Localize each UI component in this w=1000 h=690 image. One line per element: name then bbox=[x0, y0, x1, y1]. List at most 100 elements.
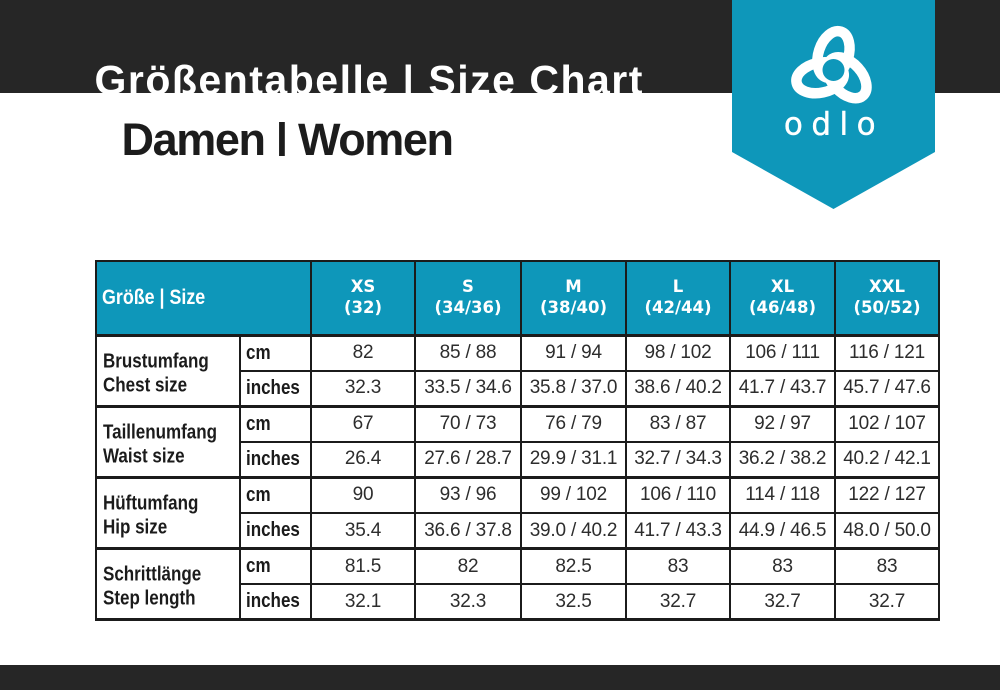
odlo-trefoil-center-hole bbox=[822, 59, 845, 81]
size-header-xs: XS (32) bbox=[310, 260, 416, 337]
unit-cell: inches bbox=[239, 440, 312, 479]
value-cell: 82 bbox=[414, 547, 522, 586]
table-row-chest-cm: Brustumfang Chest size cm 82 85 / 88 91 /… bbox=[95, 333, 940, 408]
value-cell: 116 / 121 bbox=[834, 334, 940, 372]
value-cell: 36.6 / 37.8 bbox=[414, 511, 522, 551]
value-cell: 98 / 102 bbox=[625, 334, 731, 372]
size-header-xl: XL (46/48) bbox=[729, 260, 836, 337]
value-cell: 32.5 bbox=[520, 583, 627, 622]
value-cell: 45.7 / 47.6 bbox=[834, 369, 940, 408]
odlo-logo: odlo bbox=[732, 0, 935, 209]
unit-cell: cm bbox=[239, 476, 312, 514]
table-row-hip-cm: Hüftumfang Hip size cm 90 93 / 96 99 / 10… bbox=[95, 476, 940, 551]
size-header-xxl: XXL (50/52) bbox=[834, 260, 940, 337]
row-label-en: Waist size bbox=[103, 445, 185, 468]
value-cell: 44.9 / 46.5 bbox=[729, 511, 836, 551]
value-cell: 99 / 102 bbox=[520, 476, 627, 514]
value-cell: 39.0 / 40.2 bbox=[520, 511, 627, 551]
unit-label: cm bbox=[246, 341, 271, 364]
ribbon-pennant-shape bbox=[732, 0, 935, 209]
value-cell: 83 bbox=[625, 547, 731, 586]
row-label-de: Schrittlänge bbox=[103, 563, 202, 586]
value-cell: 41.7 / 43.7 bbox=[729, 369, 836, 408]
row-label-hip: Hüftumfang Hip size bbox=[95, 476, 241, 551]
value-cell: 122 / 127 bbox=[834, 476, 940, 514]
value-cell: 90 bbox=[310, 476, 416, 514]
odlo-wordmark: odlo bbox=[784, 107, 884, 143]
value-cell: 82.5 bbox=[520, 547, 627, 586]
size-range: (50/52) bbox=[853, 297, 921, 317]
value-cell: 106 / 110 bbox=[625, 476, 731, 514]
value-cell: 33.5 / 34.6 bbox=[414, 369, 522, 408]
unit-label: inches bbox=[246, 519, 300, 542]
size-header-s: S (34/36) bbox=[414, 260, 522, 337]
value-cell: 27.6 / 28.7 bbox=[414, 440, 522, 479]
row-label-en: Hip size bbox=[103, 516, 168, 539]
value-cell: 83 bbox=[834, 547, 940, 586]
unit-cell: cm bbox=[239, 334, 312, 372]
value-cell: 35.4 bbox=[310, 511, 416, 551]
value-cell: 32.3 bbox=[414, 583, 522, 622]
value-cell: 41.7 / 43.3 bbox=[625, 511, 731, 551]
value-cell: 48.0 / 50.0 bbox=[834, 511, 940, 551]
size-name: L bbox=[672, 277, 684, 297]
size-range: (32) bbox=[343, 297, 383, 317]
size-name: M bbox=[565, 277, 582, 297]
value-cell: 83 bbox=[729, 547, 836, 586]
value-cell: 38.6 / 40.2 bbox=[625, 369, 731, 408]
value-cell: 82 bbox=[310, 334, 416, 372]
table-row-chest-inches: inches 32.3 33.5 / 34.6 35.8 / 37.0 38.6… bbox=[96, 369, 940, 408]
row-label-step: Schrittlänge Step length bbox=[95, 547, 241, 622]
size-name: XS bbox=[350, 277, 376, 297]
size-range: (46/48) bbox=[748, 297, 817, 317]
row-label-waist: Taillenumfang Waist size bbox=[95, 405, 241, 479]
unit-label: cm bbox=[246, 483, 271, 506]
size-table: Größe | Size XS (32) S (34/36) M (38/40) L (… bbox=[95, 260, 940, 622]
page-title: Größentabelle | Size Chart bbox=[94, 56, 644, 95]
table-row-step-cm: Schrittlänge Step length cm 81.5 82 82.5 … bbox=[95, 547, 940, 622]
value-cell: 35.8 / 37.0 bbox=[520, 369, 627, 408]
value-cell: 70 / 73 bbox=[414, 405, 522, 443]
row-label-de: Taillenumfang bbox=[103, 421, 217, 444]
value-cell: 85 / 88 bbox=[414, 334, 522, 372]
table-row-waist-cm: Taillenumfang Waist size cm 67 70 / 73 76… bbox=[95, 405, 940, 479]
row-label-chest: Brustumfang Chest size bbox=[95, 333, 241, 408]
brand-ribbon: odlo bbox=[732, 0, 935, 209]
size-name: S bbox=[462, 277, 474, 297]
page-subtitle: Damen | Women bbox=[121, 114, 453, 156]
unit-cell: inches bbox=[239, 583, 312, 622]
unit-cell: inches bbox=[239, 511, 312, 551]
value-cell: 32.3 bbox=[310, 369, 416, 408]
unit-label: inches bbox=[246, 376, 300, 399]
corner-header-label: Größe | Size bbox=[102, 285, 206, 309]
unit-cell: cm bbox=[239, 405, 312, 443]
size-header-m: M (38/40) bbox=[520, 260, 627, 337]
unit-label: inches bbox=[246, 447, 300, 470]
value-cell: 26.4 bbox=[310, 440, 416, 479]
value-cell: 81.5 bbox=[310, 547, 416, 586]
size-name: XL bbox=[770, 277, 795, 297]
value-cell: 40.2 / 42.1 bbox=[834, 440, 940, 479]
value-cell: 91 / 94 bbox=[520, 334, 627, 372]
table-row-waist-inches: inches 26.4 27.6 / 28.7 29.9 / 31.1 32.7… bbox=[96, 440, 940, 479]
table-row-hip-inches: inches 35.4 36.6 / 37.8 39.0 / 40.2 41.7… bbox=[96, 511, 940, 551]
unit-cell: cm bbox=[239, 547, 312, 586]
table-row-step-inches: inches 32.1 32.3 32.5 32.7 32.7 32.7 bbox=[96, 583, 940, 622]
row-label-en: Chest size bbox=[103, 374, 188, 397]
corner-header: Größe | Size bbox=[95, 260, 312, 337]
value-cell: 92 / 97 bbox=[729, 405, 836, 443]
unit-cell: inches bbox=[239, 369, 312, 408]
value-cell: 93 / 96 bbox=[414, 476, 522, 514]
value-cell: 114 / 118 bbox=[729, 476, 836, 514]
value-cell: 83 / 87 bbox=[625, 405, 731, 443]
row-label-en: Step length bbox=[103, 587, 196, 610]
value-cell: 106 / 111 bbox=[729, 334, 836, 372]
unit-label: cm bbox=[246, 555, 271, 578]
value-cell: 32.7 bbox=[729, 583, 836, 622]
value-cell: 67 bbox=[310, 405, 416, 443]
value-cell: 32.7 / 34.3 bbox=[625, 440, 731, 479]
size-name: XXL bbox=[869, 277, 905, 297]
size-range: (34/36) bbox=[434, 297, 502, 317]
footer-band bbox=[0, 665, 1000, 690]
row-label-de: Brustumfang bbox=[103, 350, 209, 373]
